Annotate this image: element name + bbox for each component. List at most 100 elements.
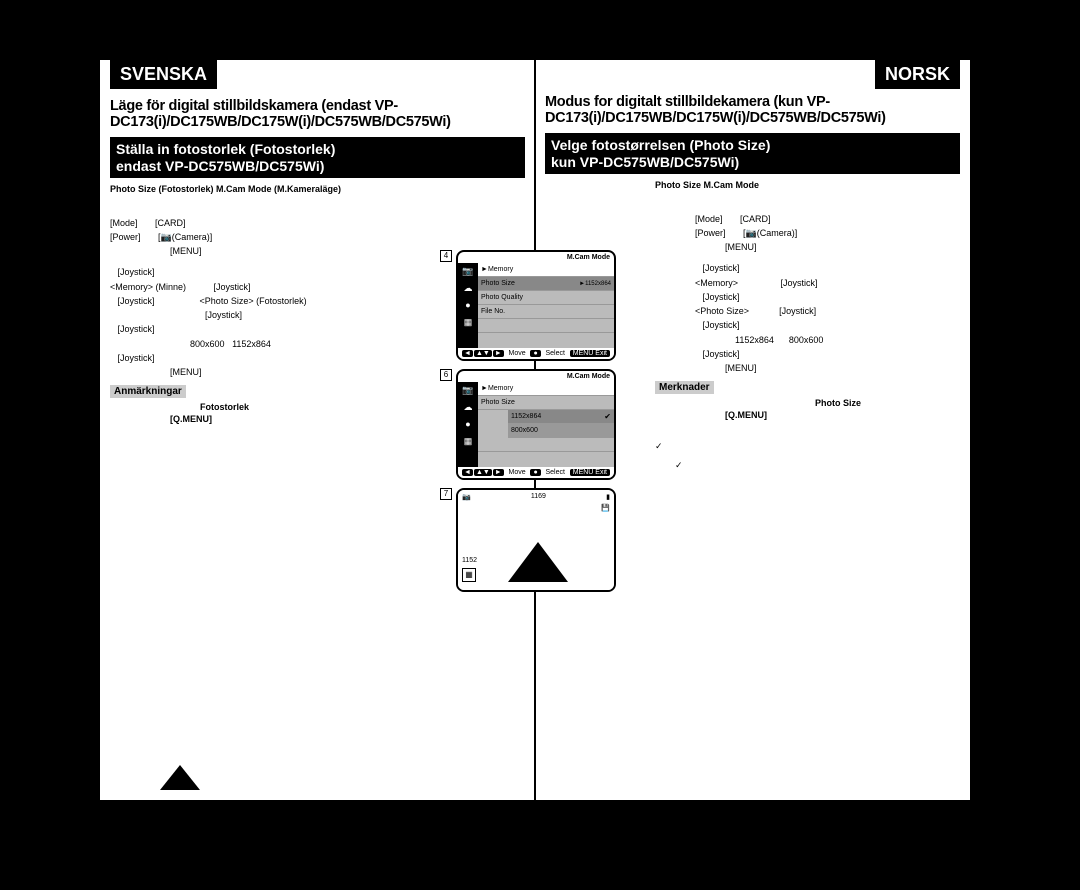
footer-label: MENU Exit: [570, 350, 610, 357]
icon-column: 📷 ☁ ● ▦: [458, 382, 478, 467]
remaining-shots: 1169: [531, 493, 546, 501]
step-token: [Power]: [695, 228, 726, 238]
intro-text: Photo Size M.Cam Mode: [655, 180, 759, 190]
step-token: (Camera)]: [172, 232, 213, 242]
subheading-right: Velge fotostørrelsen (Photo Size) kun VP…: [545, 133, 960, 175]
lcd-screen-1: M.Cam Mode 📷 ☁ ● ▦ ►Memory Photo Size►11…: [456, 250, 616, 361]
note-check: [655, 441, 960, 452]
step-token: [MENU]: [170, 367, 202, 377]
main-heading-right: Modus for digitalt stillbildekamera (kun…: [545, 95, 960, 127]
step-token: [Joystick]: [118, 267, 155, 277]
step-token: 800x600: [190, 339, 225, 349]
step-token: [: [158, 232, 161, 242]
menu-item: [478, 438, 614, 452]
step-token: [Joystick]: [118, 353, 155, 363]
memory-icon: ☁: [458, 280, 478, 297]
step-token: [Joystick]: [779, 306, 816, 316]
step-token: [Mode]: [695, 214, 723, 224]
memory-icon: ☁: [458, 399, 478, 416]
step-token: <Memory> (Minne): [110, 282, 186, 292]
note-token: [Q.MENU]: [170, 414, 212, 424]
nav-cluster: ◄▲▼►: [462, 469, 504, 476]
footer-label: Select: [545, 469, 564, 476]
manual-page: SVENSKA Läge för digital stillbildskamer…: [100, 60, 970, 800]
menu-item: Photo Size: [478, 396, 614, 410]
blank-icon: [458, 331, 478, 348]
note-token: Fotostorlek: [200, 402, 249, 412]
intro-left: Photo Size (Fotostorlek) M.Cam Mode (M.K…: [110, 184, 525, 195]
step-number-7: 7: [440, 488, 452, 500]
step-token: [Joystick]: [205, 310, 242, 320]
step-token: 1152x864: [735, 335, 774, 345]
footer-label: Move: [509, 350, 526, 357]
menu-item: [478, 319, 614, 333]
screen-row-4: 4 M.Cam Mode 📷 ☁ ● ▦ ►Memory Photo Size►…: [440, 250, 630, 361]
display-icon: ▦: [458, 314, 478, 331]
nav-cluster: ◄▲▼►: [462, 350, 504, 357]
step-token: <Photo Size> (Fotostorlek): [200, 296, 307, 306]
step-token: [MENU]: [725, 363, 757, 373]
battery-icon: ▮: [606, 493, 610, 501]
display-icon: ▦: [458, 433, 478, 450]
step-token: [Joystick]: [118, 324, 155, 334]
preview-triangle: [508, 542, 568, 582]
step-token: [Mode]: [110, 218, 138, 228]
menu-item: File No.: [478, 305, 614, 319]
step-token: 1152x864: [232, 339, 271, 349]
screen-footer: ◄▲▼► Move ● Select MENU Exit: [458, 467, 614, 478]
screen-header: M.Cam Mode: [458, 252, 614, 263]
step-token: [Joystick]: [118, 296, 155, 306]
size-value: 1152: [462, 557, 477, 564]
note-token: [Q.MENU]: [725, 410, 767, 420]
lcd-screen-2: M.Cam Mode 📷 ☁ ● ▦ ►Memory Photo Size 11…: [456, 369, 616, 480]
notes-label-left: Anmärkningar: [110, 385, 186, 398]
intro-right: Photo Size M.Cam Mode: [655, 180, 960, 191]
footer-label: Select: [545, 350, 564, 357]
subheading-left: Ställa in fotostorlek (Fotostorlek) enda…: [110, 137, 525, 179]
camera-icon: 📷: [458, 382, 478, 399]
step-number-4: 4: [440, 250, 452, 262]
icon-column: 📷 ☁ ● ▦: [458, 263, 478, 348]
step-token: [Joystick]: [214, 282, 251, 292]
note-check: [675, 460, 960, 471]
step-token: [Joystick]: [703, 263, 740, 273]
card-icon: 💾: [601, 505, 610, 512]
language-tab-left: SVENSKA: [110, 60, 217, 89]
notes-right: Photo Size [Q.MENU]: [655, 398, 960, 471]
screen-row-6: 6 M.Cam Mode 📷 ☁ ● ▦ ►Memory Photo Size …: [440, 369, 630, 480]
select-indicator: ●: [530, 350, 540, 357]
step-token: [: [743, 228, 746, 238]
menu-title: ►Memory: [478, 382, 614, 396]
notes-label-right: Merknader: [655, 381, 714, 394]
subheading-line2: kun VP-DC575WB/DC575Wi): [551, 154, 739, 170]
menu-area-1: ►Memory Photo Size►1152x864 Photo Qualit…: [478, 263, 614, 348]
menu-item: Photo Quality: [478, 291, 614, 305]
menu-item: Photo Size►1152x864: [478, 277, 614, 291]
step-token: <Memory>: [695, 278, 738, 288]
step-token: [Joystick]: [703, 320, 740, 330]
subheading-line1: Ställa in fotostorlek (Fotostorlek): [116, 141, 335, 157]
language-tab-right: NORSK: [875, 60, 960, 89]
record-icon: ●: [458, 416, 478, 433]
menu-option: 1152x864✔: [508, 410, 614, 424]
step-token: [Power]: [110, 232, 141, 242]
step-token: [Joystick]: [703, 292, 740, 302]
subheading-line1: Velge fotostørrelsen (Photo Size): [551, 137, 770, 153]
main-heading-left: Läge för digital stillbildskamera (endas…: [110, 99, 525, 131]
intro-text: Photo Size (Fotostorlek) M.Cam Mode (M.K…: [110, 184, 341, 194]
footer-label: Move: [509, 469, 526, 476]
photo-mode-icon: 📷: [462, 493, 471, 501]
step-token: [MENU]: [725, 242, 757, 252]
menu-option: 800x600: [508, 424, 614, 438]
footer-label: MENU Exit: [570, 469, 610, 476]
step-token: 800x600: [789, 335, 824, 345]
menu-area-2: ►Memory Photo Size 1152x864✔ 800x600: [478, 382, 614, 467]
steps-right: [Mode] [CARD] [Power] [📷(Camera)] [MENU]…: [695, 214, 960, 375]
lcd-screen-3: 📷 1169 ▮ 💾 ▦ 1152: [456, 488, 616, 592]
select-indicator: ●: [530, 469, 540, 476]
page-triangle: [160, 765, 200, 790]
blank-icon: [458, 450, 478, 467]
screen-footer: ◄▲▼► Move ● Select MENU Exit: [458, 348, 614, 359]
step-number-6: 6: [440, 369, 452, 381]
record-icon: ●: [458, 297, 478, 314]
